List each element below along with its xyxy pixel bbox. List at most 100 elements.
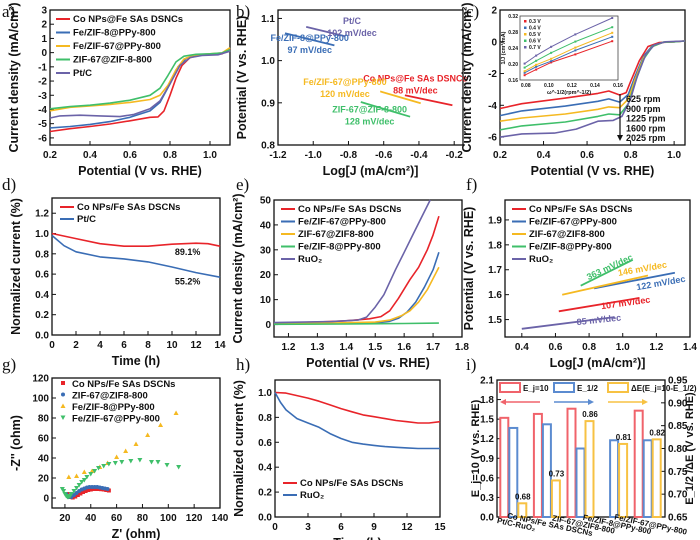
x-tick-label: 6 [121,340,127,351]
plot-frame [51,197,221,336]
fit-line [558,297,640,313]
y-tick-label: 80 [38,414,50,425]
series-line [274,392,440,450]
y-tick-label: -3 [38,91,47,102]
y-axis-label: Current density (mA/cm²) [7,2,21,152]
x-tick-label: -0.6 [375,150,393,161]
x-tick-label: 1.2 [649,342,663,353]
legend-label: Fe/ZIF-8@PPy-800 [73,28,156,39]
y-axis-label: Potential (V vs. RHE) [462,207,476,331]
inset-legend-marker [524,26,527,29]
tafel-slope-label: 120 mV/dec [320,89,370,99]
data-point [89,468,95,473]
data-point [112,461,118,466]
y-tick-label: 20 [38,474,50,485]
arrow-head-icon [617,135,623,141]
x-tick-label: -1.0 [305,150,323,161]
data-point [164,463,170,468]
bar-value-label: 0.82 [649,428,665,437]
chart-c: 0.2 0.4 0.6 0.8 1.0 2 0 -2 -4 -6 Potential (V vs. … [460,2,686,178]
data-point [86,488,91,492]
inset-point [611,17,614,19]
legend-label: Fe/ZIF-8@PPy-800 [72,402,155,413]
data-point [88,472,94,477]
y-tick-label: 0.0 [258,513,272,524]
arrow-head-icon [588,399,594,405]
y-tick-label: 1.1 [261,14,275,25]
retention-label: 89.1% [175,247,201,257]
tafel-slope-label: 102 mV/dec [327,28,377,38]
y-axis-label: Normalized current (%) [232,380,246,517]
inset-point [523,74,526,77]
x-tick-label: 6 [338,522,344,533]
data-point [158,422,164,427]
panel-label-g: g) [2,355,17,374]
inset-point [535,59,538,62]
series-label: Pt/C [343,16,362,26]
inset-point [574,46,577,49]
inset-point [535,65,538,68]
x-tick-label: 0 [49,340,55,351]
data-point [119,460,125,465]
inset-point [523,62,526,65]
fit-line [562,274,649,296]
x-axis-label: Potential (V vs. RHE) [531,164,655,178]
y-tick-label: -2 [488,69,497,80]
panel-label-e: e) [236,175,250,194]
y-tick-label: 1.9 [488,215,502,226]
inset-y-tick: 0.28 [508,30,518,36]
data-point [81,478,87,483]
inset-point [574,49,577,52]
legend-marker [60,403,66,408]
y-tick-label: 0 [491,37,497,48]
y-axis-label-left: E_j=10 (V vs. RHE) [470,399,482,497]
inset-point [611,26,614,29]
chart-e: 1.2 1.3 1.4 1.5 1.6 1.7 1.8 0 10 20 30 40 50 Potentia… [231,193,469,370]
inset-point [535,54,538,57]
y-tick-label: 2 [41,20,47,31]
y-tick-label: -4 [38,105,47,116]
data-point [83,489,88,493]
x-tick-label: 0.8 [624,150,638,161]
inset-point [523,70,526,73]
bar [575,447,586,518]
legend-label: Pt/C [77,214,96,225]
x-tick-label: 40 [85,513,97,524]
x-tick-label: 14 [214,340,226,351]
data-point [149,460,155,465]
inset-point [550,61,553,64]
y-tick-label: 0.8 [258,413,272,424]
x-tick-label: 2 [73,340,79,351]
series-label: Fe/ZIF-8@PPy-800 [271,33,349,43]
x-tick-label: 0.6 [549,342,563,353]
legend-label: Co NPs/Fe SAs DSCNs [300,478,403,489]
inset-legend-label: 0.3 V [529,19,541,25]
x-tick-label: 0.8 [163,150,177,161]
y-axis-label: Normalized current (%) [9,198,23,335]
inset-point [535,63,538,66]
y-tick-label: -2 [38,77,47,88]
x-axis-label: Potential (V vs. RHE) [78,164,202,178]
inset-point [611,40,614,43]
series-label: Fe/ZIF-67@PPy-800 [303,77,386,87]
x-axis-label: Log[J (mA/cm²)] [323,164,419,178]
x-tick-label: 80 [137,513,149,524]
x-tick-label: 12 [190,340,202,351]
legend-label: ZIF-67@ZIF8-800 [529,229,605,240]
x-tick-label: 12 [401,522,413,533]
panel-c: 0.2 0.4 0.6 0.8 1.0 2 0 -2 -4 -6 Potential (V vs. … [460,0,700,185]
fit-line [404,94,453,107]
bar [651,438,662,518]
fit-line [305,26,346,38]
legend-marker [61,392,65,397]
x-tick-label: 1.2 [282,342,296,353]
x-axis-label: Potential (V vs. RHE) [306,356,430,370]
bar [609,439,620,518]
bar [532,412,543,518]
rpm-label: 1600 rpm [626,123,666,133]
data-point [137,458,143,463]
inset-legend-marker [524,33,527,36]
y-tick-label: -5 [38,119,47,130]
inset-x-tick: 0.10 [544,83,554,89]
y-tick-label: -6 [488,133,497,144]
